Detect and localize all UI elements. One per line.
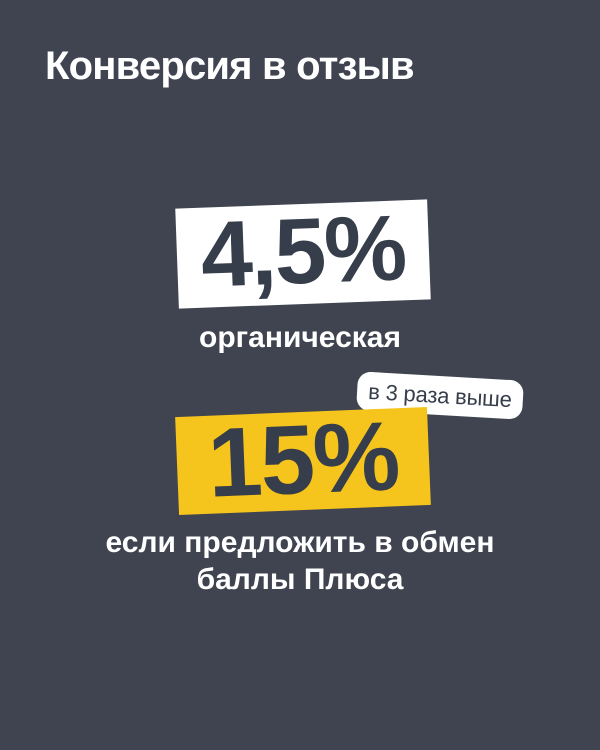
organic-stat-caption: органическая	[199, 321, 401, 354]
organic-stat-box: 4,5%	[175, 194, 431, 309]
organic-stat-value: 4,5%	[199, 194, 407, 307]
plus-caption-line1: если предложить в обмен	[105, 526, 495, 559]
plus-stat-caption: если предложить в обмен баллы Плюса	[0, 524, 600, 598]
plus-stat-value: 15%	[205, 400, 401, 518]
plus-caption-line2: баллы Плюса	[196, 563, 404, 596]
slide-title: Конверсия в отзыв	[45, 44, 415, 88]
plus-stat-box: 15%	[175, 400, 431, 518]
